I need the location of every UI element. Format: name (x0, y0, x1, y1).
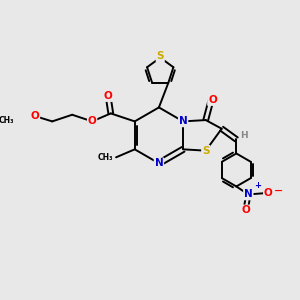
Text: O: O (241, 206, 250, 215)
Text: O: O (208, 95, 217, 105)
Text: O: O (104, 91, 112, 101)
Text: O: O (264, 188, 273, 198)
Text: N: N (244, 189, 253, 200)
Text: −: − (274, 185, 283, 195)
Text: O: O (31, 111, 39, 121)
Text: H: H (241, 131, 248, 140)
Text: N: N (179, 116, 188, 126)
Text: S: S (202, 146, 209, 156)
Text: +: + (254, 181, 261, 190)
Text: CH₃: CH₃ (98, 153, 113, 162)
Text: CH₃: CH₃ (0, 116, 14, 124)
Text: O: O (88, 116, 97, 126)
Text: S: S (157, 51, 164, 61)
Text: N: N (154, 158, 163, 168)
